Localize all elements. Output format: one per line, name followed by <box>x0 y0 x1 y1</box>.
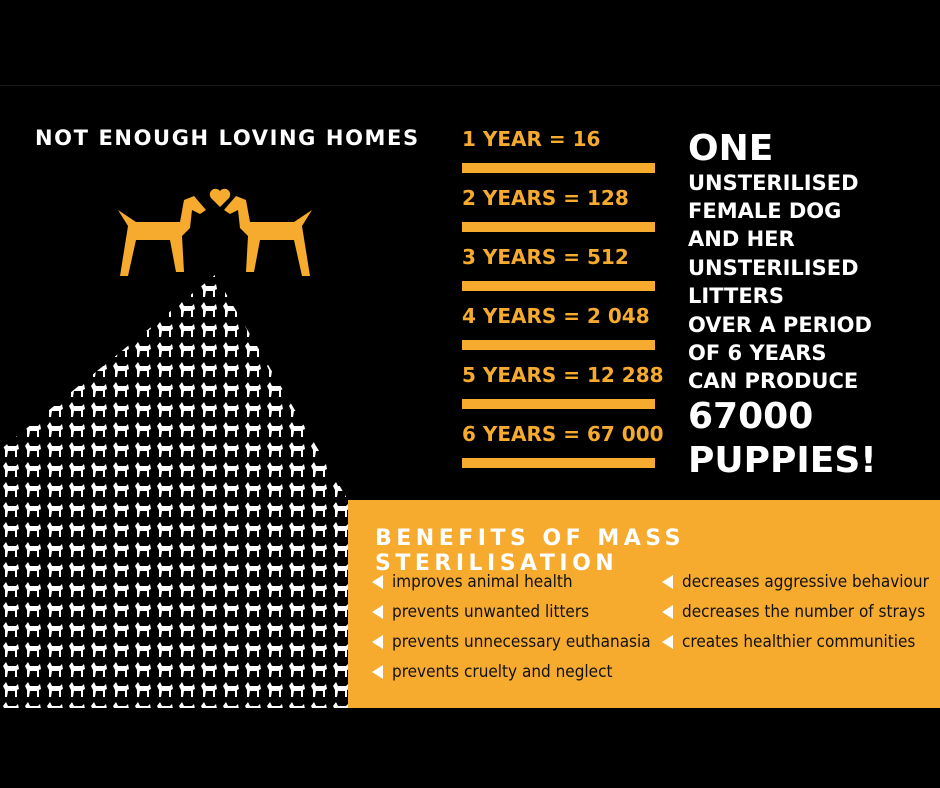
growth-text: 3 YEARS = 512 <box>462 245 629 269</box>
statement-line: ONE <box>688 128 774 169</box>
bullet <box>372 605 383 619</box>
benefit-item: prevents unnecessary euthanasia <box>392 632 651 652</box>
growth-text: 1 YEAR = 16 <box>462 127 601 151</box>
growth-bar <box>462 281 655 291</box>
statement-line: FEMALE DOG <box>688 199 842 223</box>
benefit-item: creates healthier communities <box>682 632 916 652</box>
statement-line: 67000 <box>688 396 814 437</box>
benefits-title: BENEFITS OF MASS STERILISATION <box>375 526 685 576</box>
bullet <box>662 605 673 619</box>
statement-line: UNSTERILISED <box>688 171 859 195</box>
growth-text: 5 YEARS = 12 288 <box>462 363 664 387</box>
dog-couple <box>118 188 312 276</box>
benefit-item: prevents cruelty and neglect <box>392 662 613 682</box>
statement-line: OVER A PERIOD <box>688 313 872 337</box>
growth-bar <box>462 222 655 232</box>
benefit-item: decreases aggressive behaviour <box>682 572 929 592</box>
title: NOT ENOUGH LOVING HOMES <box>35 126 420 150</box>
bullet <box>372 635 383 649</box>
statement-line: OF 6 YEARS <box>688 341 827 365</box>
benefits-box: BENEFITS OF MASS STERILISATION improves … <box>348 500 940 708</box>
growth-bar <box>462 458 655 468</box>
statement-line: LITTERS <box>688 284 784 308</box>
bullet <box>372 575 383 589</box>
bullet <box>372 665 383 679</box>
growth-text: 6 YEARS = 67 000 <box>462 422 664 446</box>
bullet <box>662 635 673 649</box>
benefit-item: prevents unwanted litters <box>392 602 590 622</box>
benefit-item: decreases the number of strays <box>682 602 926 622</box>
heart <box>209 188 231 207</box>
benefit-item: improves animal health <box>392 572 573 592</box>
statement-line: CAN PRODUCE <box>688 369 859 393</box>
statement-line: AND HER <box>688 227 795 251</box>
statement-line: UNSTERILISED <box>688 256 859 280</box>
bullet <box>662 575 673 589</box>
dog-pyramid <box>0 275 348 708</box>
statement-line: PUPPIES! <box>688 440 877 481</box>
growth-bar <box>462 399 655 409</box>
growth-text: 2 YEARS = 128 <box>462 186 629 210</box>
growth-bar <box>462 163 655 173</box>
growth-bar <box>462 340 655 350</box>
growth-text: 4 YEARS = 2 048 <box>462 304 650 328</box>
